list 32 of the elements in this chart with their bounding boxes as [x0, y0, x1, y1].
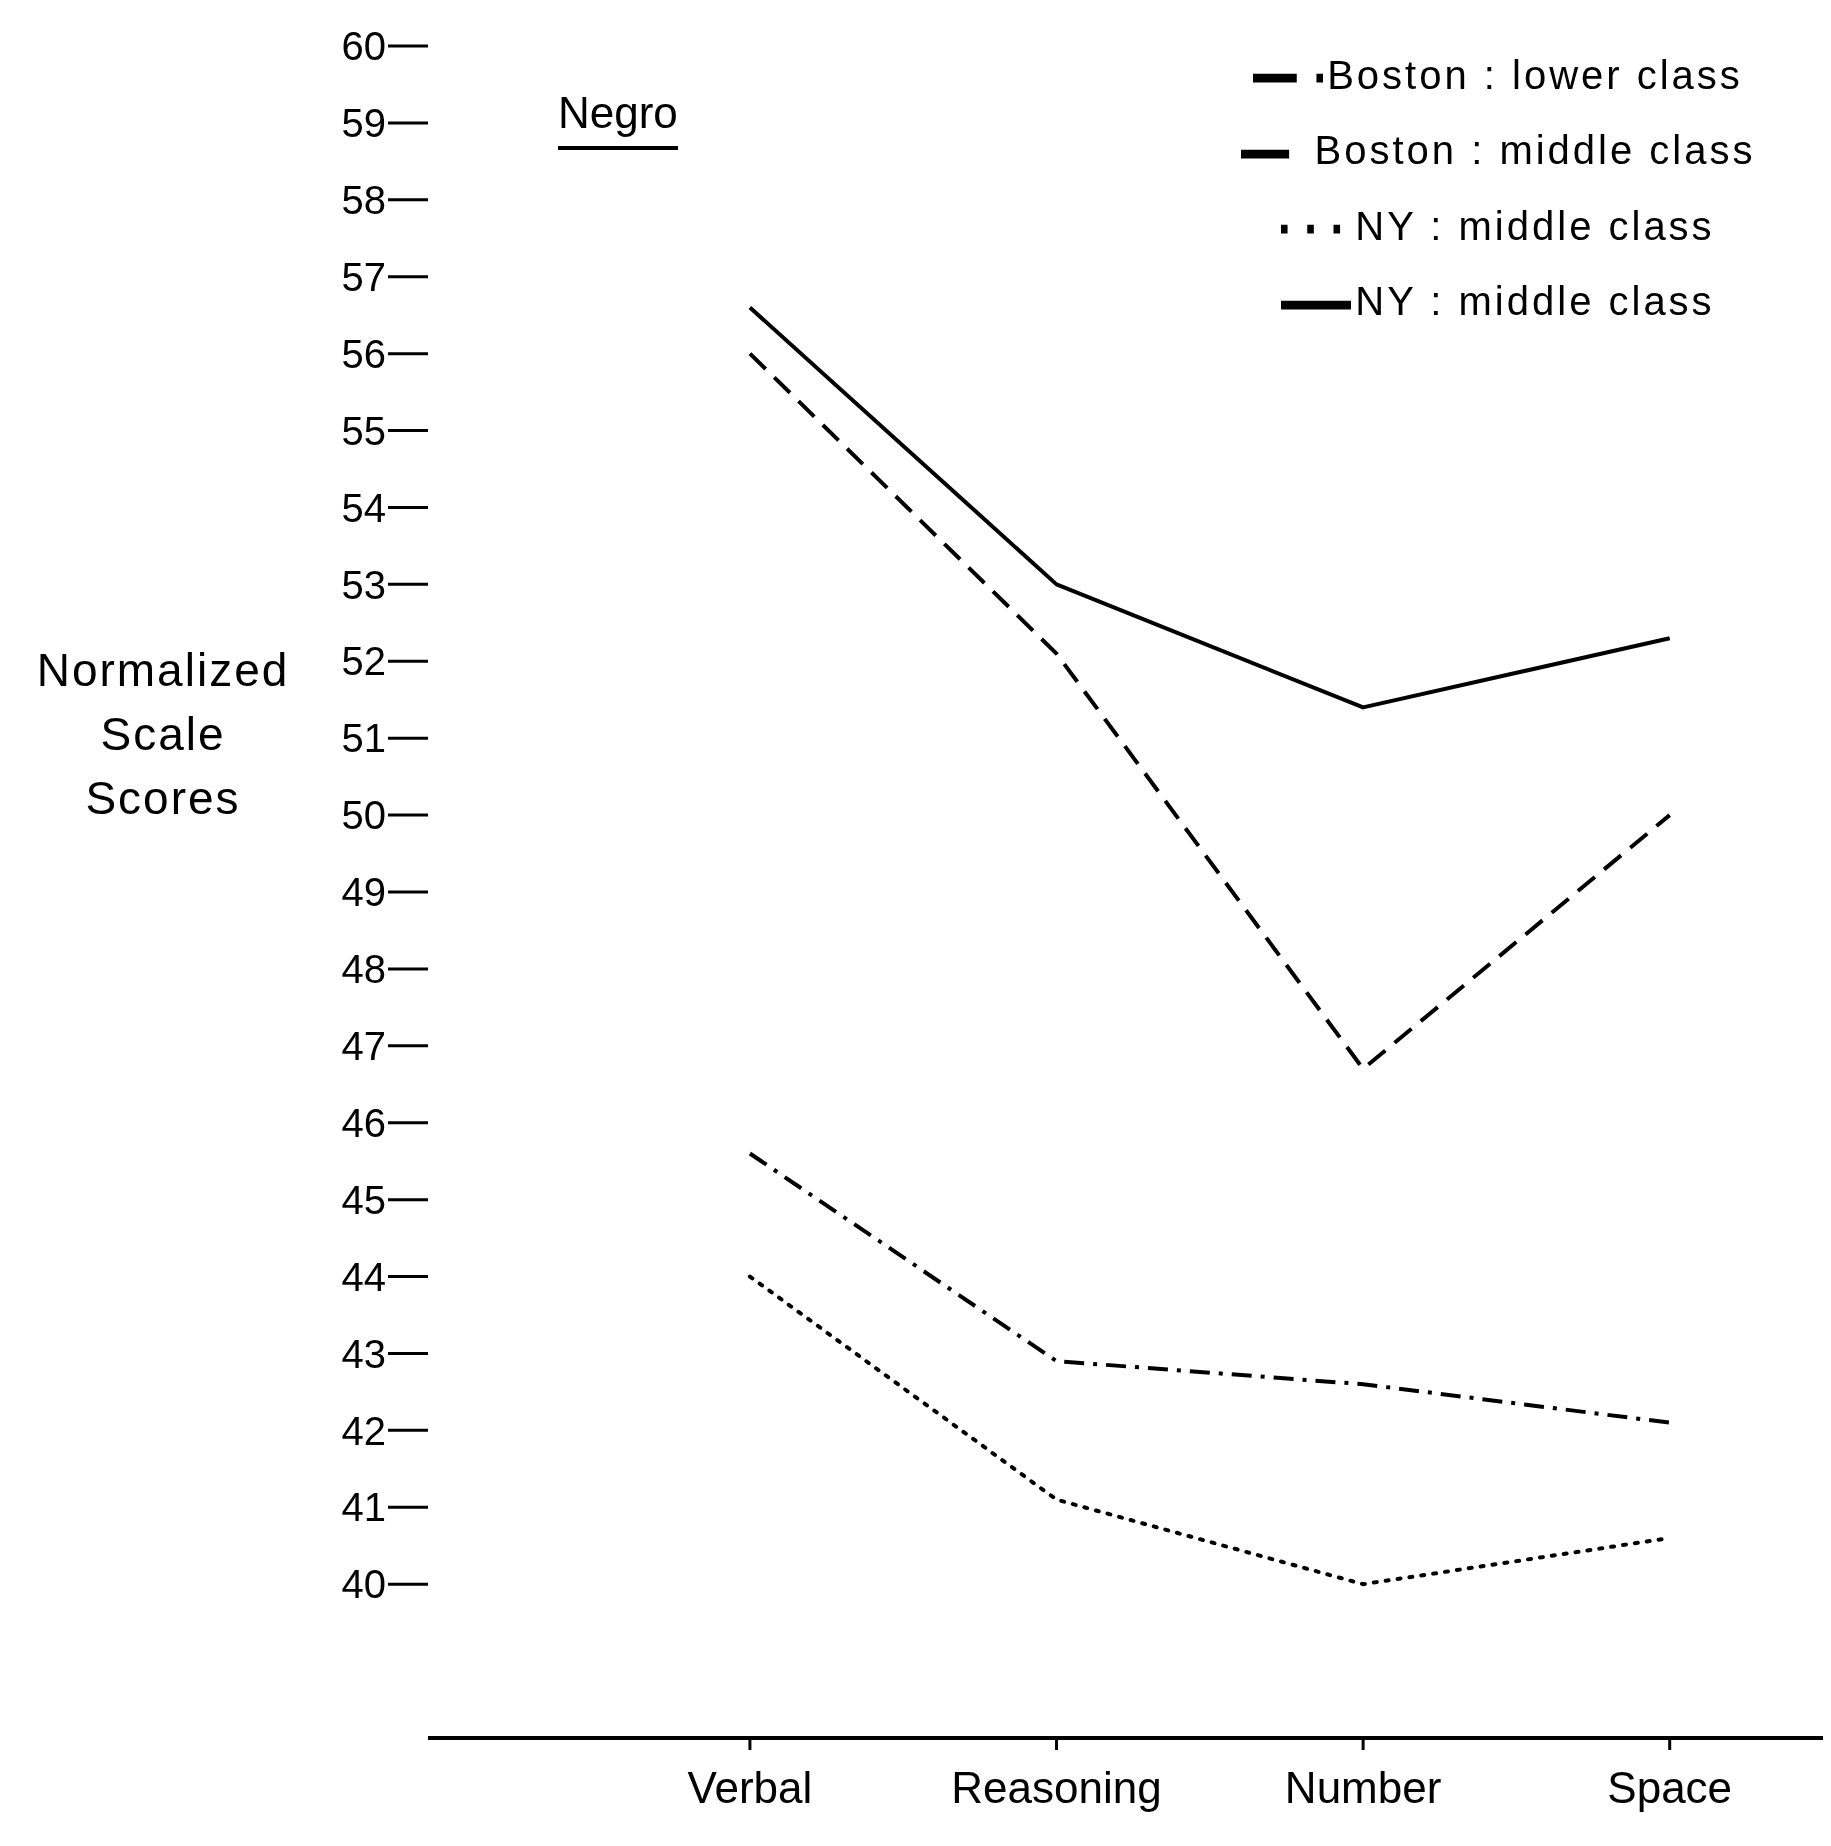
- x-tick-label: Number: [1284, 1763, 1442, 1813]
- y-tick-label: 48: [341, 947, 386, 992]
- y-tick-label: 57: [341, 254, 386, 299]
- y-tick-label: 53: [341, 562, 386, 607]
- y-tick-label: 60: [341, 24, 386, 69]
- y-tick-label: 40: [341, 1562, 386, 1607]
- line-series: [747, 1151, 1672, 1425]
- y-tick-label: 55: [341, 408, 386, 453]
- y-axis-title: Normalized Scale Scores: [35, 643, 291, 826]
- x-tick-label: Space: [1607, 1763, 1733, 1813]
- y-tick-label: 41: [341, 1485, 386, 1530]
- x-tick-label: Verbal: [687, 1763, 813, 1813]
- y-tick-label: 46: [341, 1100, 386, 1145]
- y-tick-label: 45: [341, 1177, 386, 1222]
- y-tick-label: 42: [341, 1408, 386, 1453]
- legend-label: Boston : middle class: [1314, 128, 1756, 173]
- y-tick-label: 56: [341, 331, 386, 376]
- y-tick-label: 49: [341, 870, 386, 915]
- y-tick-label: 47: [341, 1024, 386, 1069]
- y-tick-label: 51: [341, 716, 386, 761]
- y-tick-label: 44: [341, 1254, 386, 1299]
- legend-label: NY : middle class: [1355, 203, 1715, 248]
- legend-label: Boston : lower class: [1327, 53, 1743, 97]
- y-tick-label: 52: [341, 639, 386, 684]
- y-tick-label: 59: [341, 101, 386, 146]
- y-tick-label: 54: [341, 485, 386, 530]
- annotation: Negro: [558, 88, 678, 150]
- x-tick-label: Reasoning: [951, 1763, 1162, 1813]
- y-tick-label: 43: [341, 1331, 386, 1376]
- legend-label: NY : middle class: [1355, 279, 1715, 324]
- y-tick-label: 50: [341, 793, 386, 838]
- y-tick-label: 58: [341, 178, 386, 223]
